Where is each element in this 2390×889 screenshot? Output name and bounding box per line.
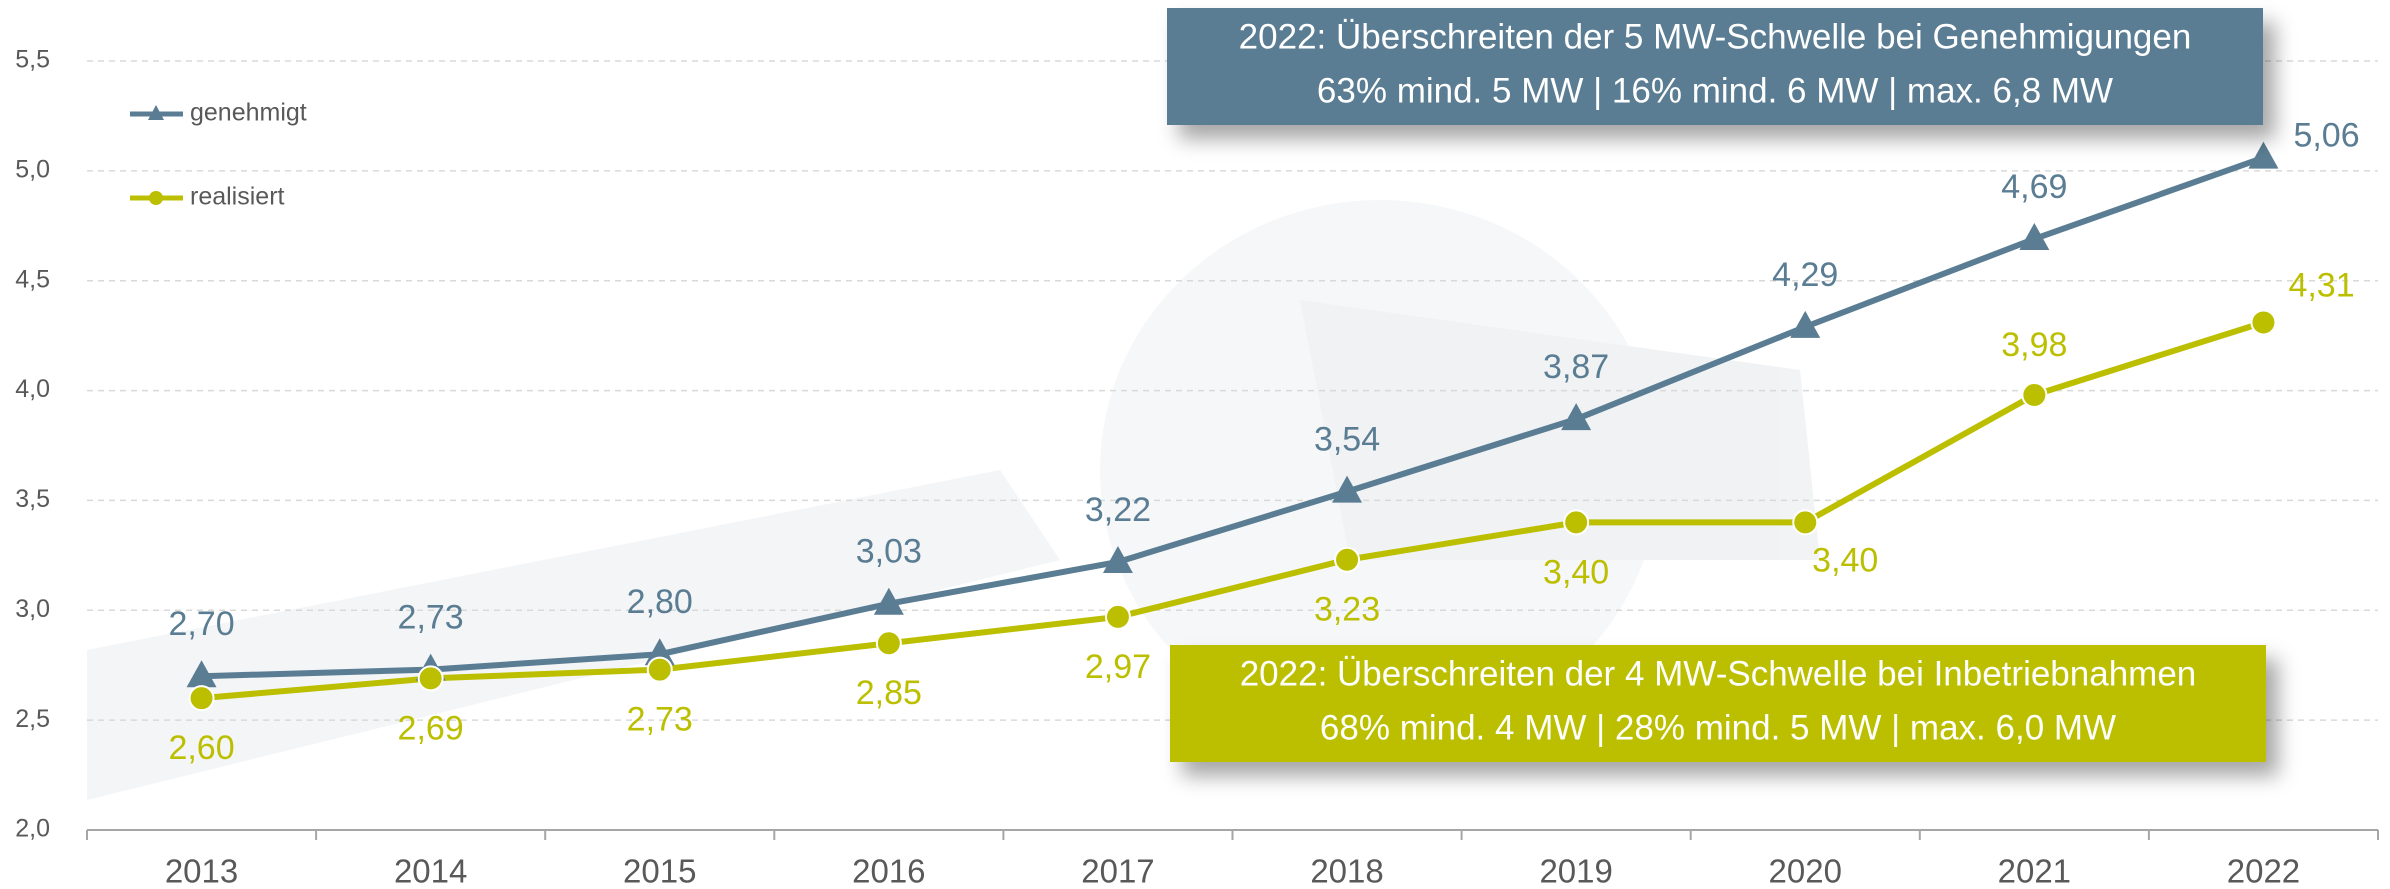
- point: [1104, 603, 1131, 630]
- data-label: 3,22: [1085, 491, 1151, 529]
- legend-label: realisiert: [190, 183, 285, 211]
- annotation-text: 63% mind. 5 MW | 16% mind. 6 MW | max. 6…: [1317, 71, 2113, 110]
- y-tick-label: 5,5: [15, 46, 50, 74]
- point: [2021, 381, 2048, 408]
- y-tick-label: 2,5: [15, 705, 50, 733]
- annotation-box: [1170, 645, 2266, 762]
- point: [646, 656, 673, 683]
- data-label: 3,23: [1314, 591, 1380, 629]
- point: [1332, 475, 1363, 503]
- data-label: 2,73: [627, 701, 693, 739]
- point: [1792, 509, 1819, 536]
- annotation-text: 68% mind. 4 MW | 28% mind. 5 MW | max. 6…: [1320, 708, 2116, 747]
- point: [1334, 546, 1361, 573]
- data-label: 4,29: [1772, 256, 1838, 294]
- point: [2019, 222, 2050, 250]
- point: [1563, 509, 1590, 536]
- y-tick-label: 3,5: [15, 485, 50, 513]
- data-label: 5,06: [2293, 117, 2359, 155]
- point: [1102, 545, 1133, 573]
- data-label: 3,54: [1314, 421, 1380, 459]
- x-tick-label: 2019: [1539, 853, 1612, 889]
- annotation-text: 2022: Überschreiten der 4 MW-Schwelle be…: [1240, 654, 2197, 693]
- x-tick-label: 2018: [1310, 853, 1383, 889]
- data-label: 3,40: [1812, 541, 1878, 579]
- y-tick-label: 5,0: [15, 155, 50, 183]
- data-label: 2,69: [398, 709, 464, 747]
- background-illustration: [87, 200, 1820, 800]
- y-tick-label: 2,0: [15, 815, 50, 843]
- x-tick-label: 2016: [852, 853, 925, 889]
- x-tick-label: 2017: [1081, 853, 1154, 889]
- point: [644, 638, 675, 666]
- data-label: 3,03: [856, 533, 922, 571]
- y-tick-label: 3,0: [15, 595, 50, 623]
- data-label: 2,73: [398, 599, 464, 637]
- data-label: 2,80: [627, 583, 693, 621]
- x-tick-label: 2013: [165, 853, 238, 889]
- data-label: 4,69: [2001, 168, 2067, 206]
- point: [1790, 310, 1821, 338]
- data-label: 2,70: [168, 605, 234, 643]
- annotation-text: 2022: Überschreiten der 5 MW-Schwelle be…: [1239, 17, 2192, 56]
- point: [873, 587, 904, 615]
- data-label: 4,31: [2288, 266, 2354, 304]
- x-tick-label: 2021: [1998, 853, 2071, 889]
- data-label: 2,60: [168, 729, 234, 767]
- y-tick-label: 4,0: [15, 375, 50, 403]
- y-tick-label: 4,5: [15, 265, 50, 293]
- point: [2248, 141, 2279, 169]
- data-label: 3,98: [2001, 326, 2067, 364]
- legend-label: genehmigt: [190, 99, 307, 127]
- point: [1561, 403, 1592, 431]
- data-label: 3,87: [1543, 348, 1609, 386]
- data-label: 3,40: [1543, 553, 1609, 591]
- point: [2250, 309, 2277, 336]
- x-tick-label: 2020: [1769, 853, 1842, 889]
- legend-marker: [148, 105, 164, 120]
- series-line: [201, 319, 2265, 702]
- legend-marker: [149, 191, 163, 205]
- point: [186, 660, 217, 688]
- annotation-box: [1167, 8, 2263, 125]
- x-tick-label: 2015: [623, 853, 696, 889]
- point: [875, 630, 902, 657]
- x-tick-label: 2014: [394, 853, 467, 889]
- x-tick-label: 2022: [2227, 853, 2300, 889]
- series-line: [201, 154, 2265, 680]
- point: [188, 685, 215, 712]
- data-label: 2,85: [856, 674, 922, 712]
- point: [417, 665, 444, 692]
- data-label: 2,97: [1085, 648, 1151, 686]
